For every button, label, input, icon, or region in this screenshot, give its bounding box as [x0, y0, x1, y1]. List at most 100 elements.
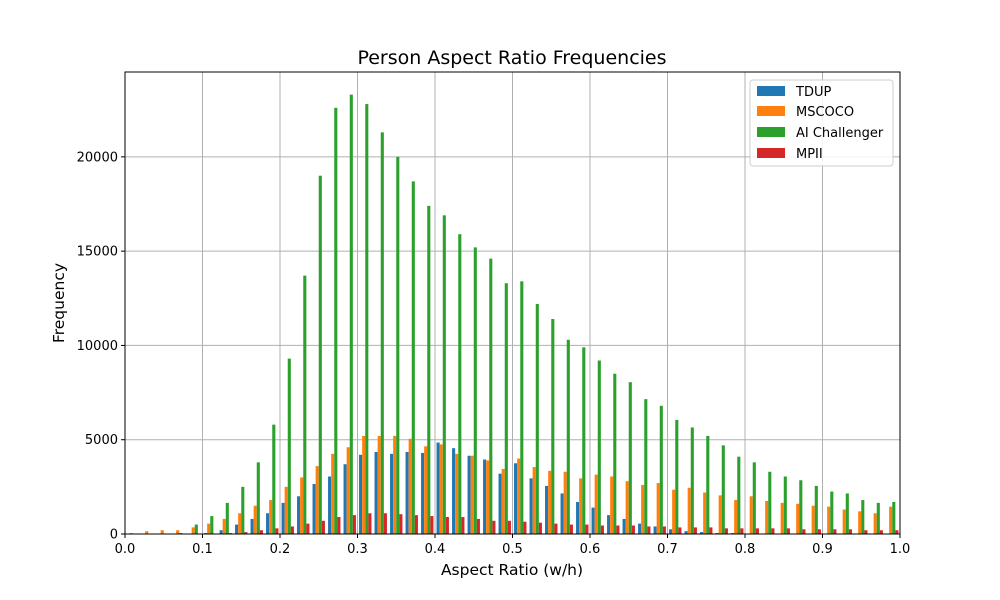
- x-tick-label: 0.1: [192, 542, 213, 557]
- bar-mpii: [290, 526, 294, 534]
- x-tick-label: 0.2: [270, 542, 291, 557]
- bar-mscoco: [238, 513, 242, 534]
- bar-mscoco: [718, 495, 722, 534]
- bar-mscoco: [827, 506, 831, 534]
- bar-mscoco: [455, 453, 459, 534]
- bar-mscoco: [362, 435, 366, 534]
- bar-mpii: [864, 530, 868, 534]
- bar-mscoco: [346, 447, 350, 534]
- bar-mscoco: [765, 501, 769, 534]
- bar-mpii: [414, 515, 418, 534]
- bar-mscoco: [780, 502, 784, 534]
- bar-tdup: [669, 529, 673, 534]
- bar-mpii: [259, 530, 263, 534]
- bar-mscoco: [377, 435, 381, 534]
- bar-mscoco: [331, 453, 335, 534]
- bar-mscoco: [191, 527, 195, 534]
- legend-label-tdup: TDUP: [795, 85, 831, 100]
- bar-mscoco: [703, 492, 707, 534]
- y-axis-ticks: 0 5000 10000 15000 20000: [77, 150, 125, 543]
- bar-ai-challenger: [334, 107, 338, 534]
- bar-ai-challenger: [876, 502, 880, 534]
- bar-mscoco: [424, 446, 428, 534]
- series-mscoco: [129, 435, 893, 534]
- bar-ai-challenger: [272, 424, 276, 534]
- bar-mpii: [523, 521, 527, 534]
- bar-ai-challenger: [799, 480, 803, 534]
- bar-tdup: [560, 493, 564, 534]
- bar-ai-challenger: [427, 205, 431, 534]
- bar-tdup: [374, 451, 378, 534]
- legend-swatch-mpii: [757, 148, 785, 158]
- bar-tdup: [700, 532, 704, 534]
- bar-ai-challenger: [210, 516, 214, 534]
- bar-mpii: [585, 524, 589, 534]
- bar-tdup: [250, 518, 254, 534]
- bar-mscoco: [145, 531, 149, 534]
- bar-tdup: [622, 518, 626, 534]
- bar-tdup: [436, 442, 440, 534]
- x-axis-ticks: 0.0 0.1 0.2 0.3 0.4 0.5 0.6 0.7 0.8 0.9 1.0: [115, 534, 910, 557]
- bar-mpii: [352, 515, 356, 534]
- bar-mpii: [306, 523, 310, 534]
- bar-ai-challenger: [659, 405, 663, 534]
- bar-mpii: [740, 528, 744, 534]
- bar-ai-challenger: [830, 491, 834, 534]
- y-tick-label: 5000: [85, 433, 118, 448]
- bar-ai-challenger: [551, 319, 555, 534]
- bar-tdup: [467, 455, 471, 534]
- chart-title: Person Aspect Ratio Frequencies: [357, 47, 666, 69]
- bar-ai-challenger: [690, 427, 694, 534]
- bar-mpii: [337, 517, 341, 534]
- bar-ai-challenger: [861, 500, 865, 534]
- bar-mscoco: [222, 518, 226, 534]
- x-tick-label: 0.6: [580, 542, 601, 557]
- bar-mpii: [492, 520, 496, 534]
- bar-tdup: [405, 451, 409, 534]
- bar-mpii: [848, 529, 852, 534]
- bar-tdup: [638, 523, 642, 534]
- y-tick-label: 0: [110, 528, 118, 543]
- bar-tdup: [328, 476, 332, 534]
- bar-mpii: [600, 525, 604, 534]
- bar-mscoco: [858, 511, 862, 534]
- bar-ai-challenger: [721, 445, 725, 534]
- x-tick-label: 0.9: [812, 542, 833, 557]
- bar-ai-challenger: [303, 275, 307, 534]
- bar-ai-challenger: [194, 524, 198, 534]
- x-tick-label: 0.5: [502, 542, 523, 557]
- bars: [129, 94, 899, 535]
- y-tick-label: 15000: [77, 245, 118, 260]
- bar-ai-challenger: [287, 358, 291, 534]
- bar-mpii: [771, 528, 775, 534]
- bar-ai-challenger: [845, 493, 849, 534]
- bar-ai-challenger: [535, 303, 539, 534]
- bar-ai-challenger: [473, 247, 477, 534]
- bar-ai-challenger: [256, 462, 260, 534]
- x-tick-label: 0.8: [735, 542, 756, 557]
- bar-mscoco: [486, 460, 490, 534]
- bar-ai-challenger: [442, 215, 446, 535]
- x-tick-label: 0.7: [657, 542, 678, 557]
- y-axis-label: Frequency: [50, 263, 68, 343]
- bar-tdup: [359, 454, 363, 534]
- bar-mscoco: [284, 486, 288, 534]
- bar-mpii: [399, 514, 403, 534]
- bar-mscoco: [563, 471, 567, 534]
- bar-tdup: [312, 484, 316, 534]
- bar-ai-challenger: [582, 347, 586, 534]
- bar-mpii: [879, 530, 883, 534]
- bar-tdup: [607, 515, 611, 534]
- bar-ai-challenger: [814, 485, 818, 534]
- bar-ai-challenger: [520, 281, 524, 534]
- bar-ai-challenger: [783, 476, 787, 534]
- bar-mpii: [817, 529, 821, 534]
- bar-mscoco: [625, 481, 629, 534]
- bar-mscoco: [517, 458, 521, 534]
- bar-tdup: [266, 513, 270, 534]
- legend-label-mscoco: MSCOCO: [796, 105, 854, 120]
- bar-ai-challenger: [241, 486, 245, 534]
- bar-mscoco: [579, 478, 583, 534]
- bar-mpii: [569, 524, 573, 534]
